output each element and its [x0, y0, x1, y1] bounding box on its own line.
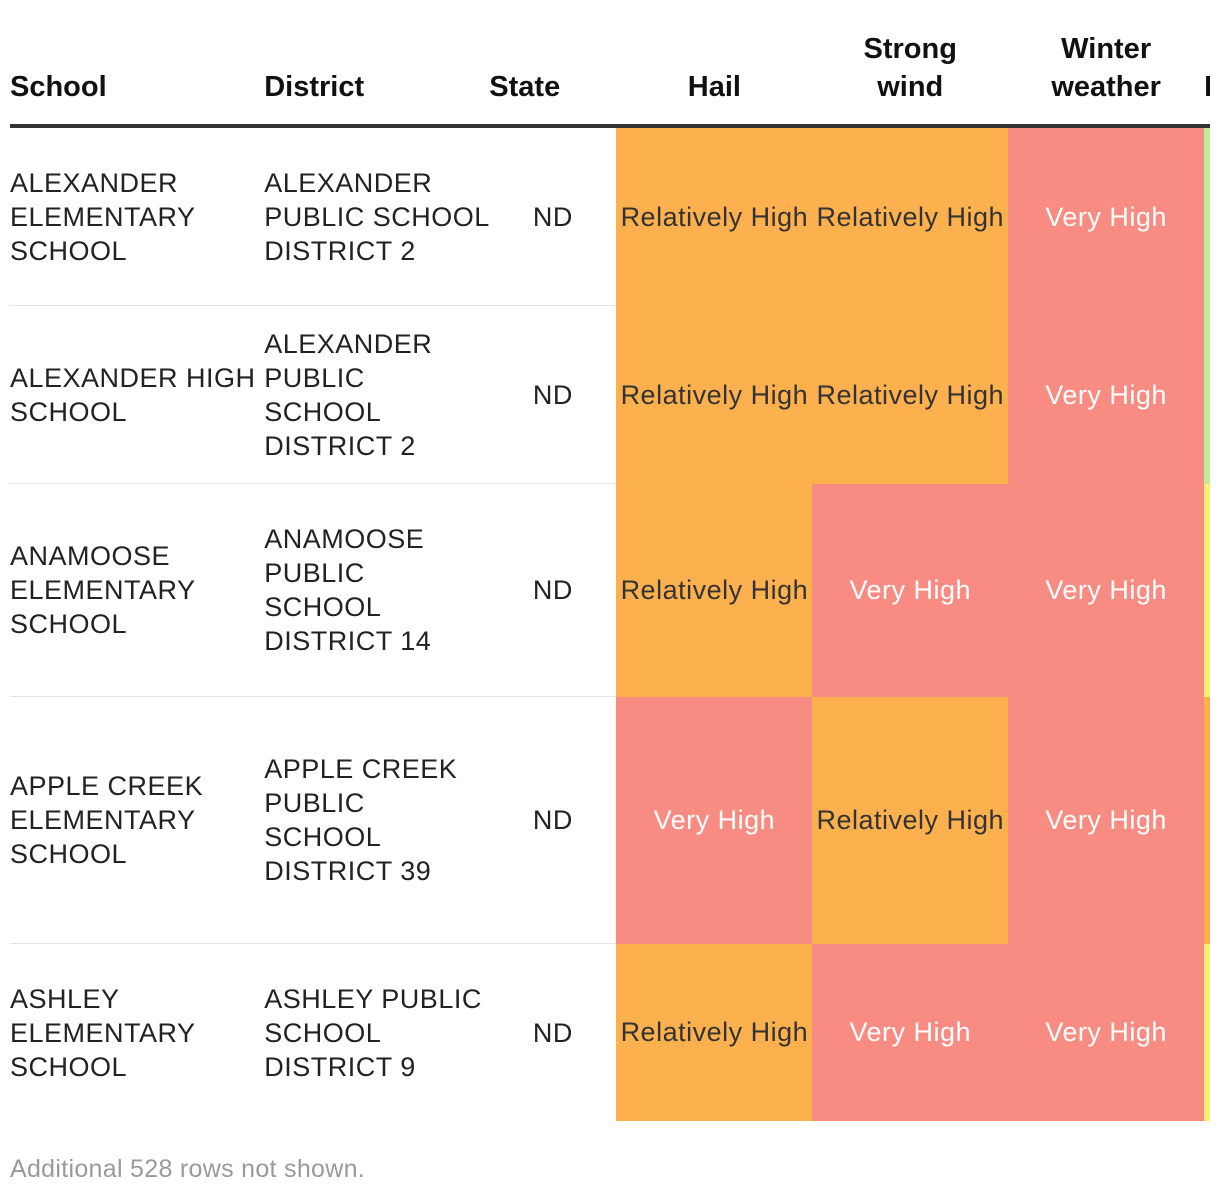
table-body: ALEXANDER ELEMENTARY SCHOOL ALEXANDER PUB… — [10, 126, 1210, 1121]
district-name-cell: ALEXANDER PUBLIC SCHOOL DISTRICT 2 — [264, 305, 490, 484]
state-cell: ND — [532, 201, 573, 232]
district-name-cell: ALEXANDER PUBLIC SCHOOL DISTRICT 2 — [264, 167, 489, 266]
hail-risk-cell: Relatively High — [616, 943, 813, 1121]
school-name-cell: APPLE CREEK ELEMENTARY SCHOOL — [10, 696, 265, 944]
district-name-cell: APPLE CREEK PUBLIC SCHOOL DISTRICT 39 — [264, 696, 490, 944]
state-cell: ND — [489, 305, 617, 484]
school-name-cell: ALEXANDER HIGH SCHOOL — [10, 305, 265, 484]
risk-table-container: School District State Hail Strong wind Wi… — [10, 30, 1210, 1121]
winter-weather-risk-cell: Very High — [1008, 305, 1205, 484]
hail-risk-cell: Relatively High — [616, 305, 813, 484]
school-name-cell: ANAMOOSE ELEMENTARY SCHOOL — [10, 483, 265, 697]
strong-wind-risk-cell: Relatively High — [812, 305, 1009, 484]
table-row: ANAMOOSE ELEMENTARY SCHOOL ANAMOOSE PUBLI… — [10, 483, 1210, 697]
strong-wind-risk-cell: Relatively High — [812, 696, 1009, 944]
district-name-cell: ANAMOOSE PUBLIC SCHOOL DISTRICT 14 — [264, 483, 490, 697]
winter-weather-risk-cell: Very High — [1008, 483, 1205, 697]
table-row: ALEXANDER HIGH SCHOOL ALEXANDER PUBLIC SC… — [10, 305, 1210, 484]
truncated-risk-cell: R — [1204, 305, 1210, 484]
truncated-risk-cell: R M — [1204, 943, 1210, 1121]
hail-risk-cell: Relatively High — [616, 483, 813, 697]
winter-weather-risk-cell: Very High — [1008, 696, 1205, 944]
truncated-risk-cell: R — [1204, 126, 1210, 306]
column-header-district[interactable]: District — [264, 30, 490, 128]
table-row: ALEXANDER ELEMENTARY SCHOOL ALEXANDER PUB… — [10, 126, 1210, 306]
strong-wind-risk-cell: Very High — [812, 943, 1009, 1121]
column-header-school[interactable]: School — [10, 30, 265, 128]
column-header-hail[interactable]: Hail — [616, 30, 813, 128]
district-name-cell: ASHLEY PUBLIC SCHOOL DISTRICT 9 — [264, 943, 490, 1121]
hail-risk-cell: Very High — [616, 696, 813, 944]
column-header-strong-wind[interactable]: Strong wind — [812, 30, 1009, 128]
strong-wind-risk-cell: Relatively High — [812, 126, 1009, 306]
truncated-risk-cell: R — [1204, 696, 1210, 944]
rows-not-shown-note: Additional 528 rows not shown. — [10, 1155, 366, 1183]
column-header-state[interactable]: State — [489, 30, 617, 128]
header-row: School District State Hail Strong wind Wi… — [10, 30, 1210, 128]
hail-risk-cell: Relatively High — [616, 126, 813, 306]
column-header-truncated[interactable]: H — [1204, 30, 1210, 128]
table-row: ASHLEY ELEMENTARY SCHOOL ASHLEY PUBLIC SC… — [10, 943, 1210, 1121]
table-row: APPLE CREEK ELEMENTARY SCHOOL APPLE CREEK… — [10, 696, 1210, 944]
school-risk-table: School District State Hail Strong wind Wi… — [10, 30, 1210, 1121]
state-cell: ND — [489, 943, 617, 1121]
strong-wind-risk-cell: Very High — [812, 483, 1009, 697]
school-name-cell: ASHLEY ELEMENTARY SCHOOL — [10, 943, 265, 1121]
winter-weather-risk-cell: Very High — [1008, 943, 1205, 1121]
truncated-risk-cell: R M — [1204, 483, 1210, 697]
state-cell: ND — [489, 483, 617, 697]
column-header-winter-weather[interactable]: Winter weather — [1008, 30, 1205, 128]
school-name-cell: ALEXANDER ELEMENTARY SCHOOL — [10, 167, 196, 266]
winter-weather-risk-cell: Very High — [1008, 126, 1205, 306]
state-cell: ND — [489, 696, 617, 944]
